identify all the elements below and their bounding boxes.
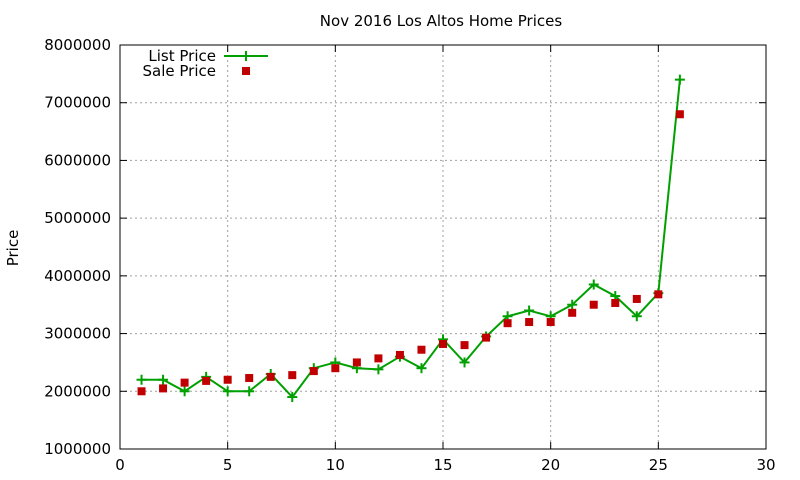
list-price-point: [179, 386, 190, 397]
x-tick-label: 5: [223, 456, 233, 474]
legend-label-list-price: List Price: [148, 47, 216, 65]
sale-price-point: [654, 290, 663, 299]
x-tick-label: 0: [115, 456, 125, 474]
sale-price-point: [503, 319, 512, 328]
sale-price-point: [202, 376, 211, 385]
list-price-point: [459, 357, 470, 368]
axis-ticks: 1000000 2000000 3000000 4000000 5000000 60000…: [44, 36, 775, 474]
legend-marker-sale-price: [242, 67, 250, 75]
sale-price-point: [159, 384, 168, 393]
sale-price-point: [632, 294, 641, 303]
x-tick-label: 20: [541, 456, 560, 474]
sale-price-point: [460, 341, 469, 350]
list-price-point: [524, 305, 535, 316]
legend-swatch-list-price: [224, 51, 268, 61]
list-price-line: [141, 79, 681, 399]
sale-price-point: [288, 371, 297, 380]
x-tick-label: 30: [756, 456, 775, 474]
grid-lines: [120, 45, 766, 449]
sale-price-point: [439, 339, 447, 348]
list-price-point: [136, 374, 147, 385]
list-price-point: [158, 374, 169, 385]
list-price-point: [567, 299, 578, 310]
sale-price-point: [611, 298, 620, 307]
sale-price-point: [352, 358, 361, 367]
sale-price-point: [589, 300, 598, 309]
list-price-point: [222, 386, 233, 397]
sale-price-point: [546, 318, 555, 327]
sale-price-point: [417, 345, 426, 354]
sale-price-point: [266, 372, 275, 381]
data-series: [136, 74, 685, 403]
list-price-point: [416, 363, 427, 374]
list-price-point: [373, 364, 384, 375]
y-tick-label: 5000000: [44, 209, 111, 227]
list-price-point: [674, 74, 685, 85]
sale-price-point: [395, 350, 404, 359]
legend-label-sale-price: Sale Price: [143, 62, 216, 80]
sale-price-point: [482, 333, 491, 342]
sale-price-point: [223, 375, 232, 384]
y-tick-label: 1000000: [44, 440, 111, 458]
sale-price-point: [180, 378, 189, 387]
list-price-point: [244, 386, 255, 397]
legend-swatch-sale-price: [242, 67, 250, 75]
y-tick-label: 2000000: [44, 382, 111, 400]
sale-price-point: [331, 364, 340, 373]
legend-marker-list-price: [241, 51, 251, 61]
sale-price-point: [137, 387, 146, 396]
list-price-point: [631, 311, 642, 322]
y-tick-label: 6000000: [44, 151, 111, 169]
y-axis-label: Price: [4, 230, 22, 267]
y-tick-label: 7000000: [44, 94, 111, 112]
y-tick-label: 8000000: [44, 36, 111, 54]
y-tick-label: 3000000: [44, 325, 111, 343]
y-tick-label: 4000000: [44, 267, 111, 285]
chart-title: Nov 2016 Los Altos Home Prices: [320, 12, 563, 30]
sale-price-point: [309, 367, 318, 376]
sale-price-point: [374, 354, 383, 363]
list-price-point: [287, 392, 298, 403]
sale-price-point: [675, 110, 684, 119]
x-tick-label: 10: [326, 456, 345, 474]
x-tick-label: 15: [433, 456, 452, 474]
sale-price-point: [525, 318, 534, 327]
legend: List Price Sale Price: [143, 47, 268, 80]
sale-price-point: [245, 374, 254, 383]
x-tick-label: 25: [649, 456, 668, 474]
sale-price-point: [568, 308, 577, 317]
list-price-point: [588, 279, 599, 290]
